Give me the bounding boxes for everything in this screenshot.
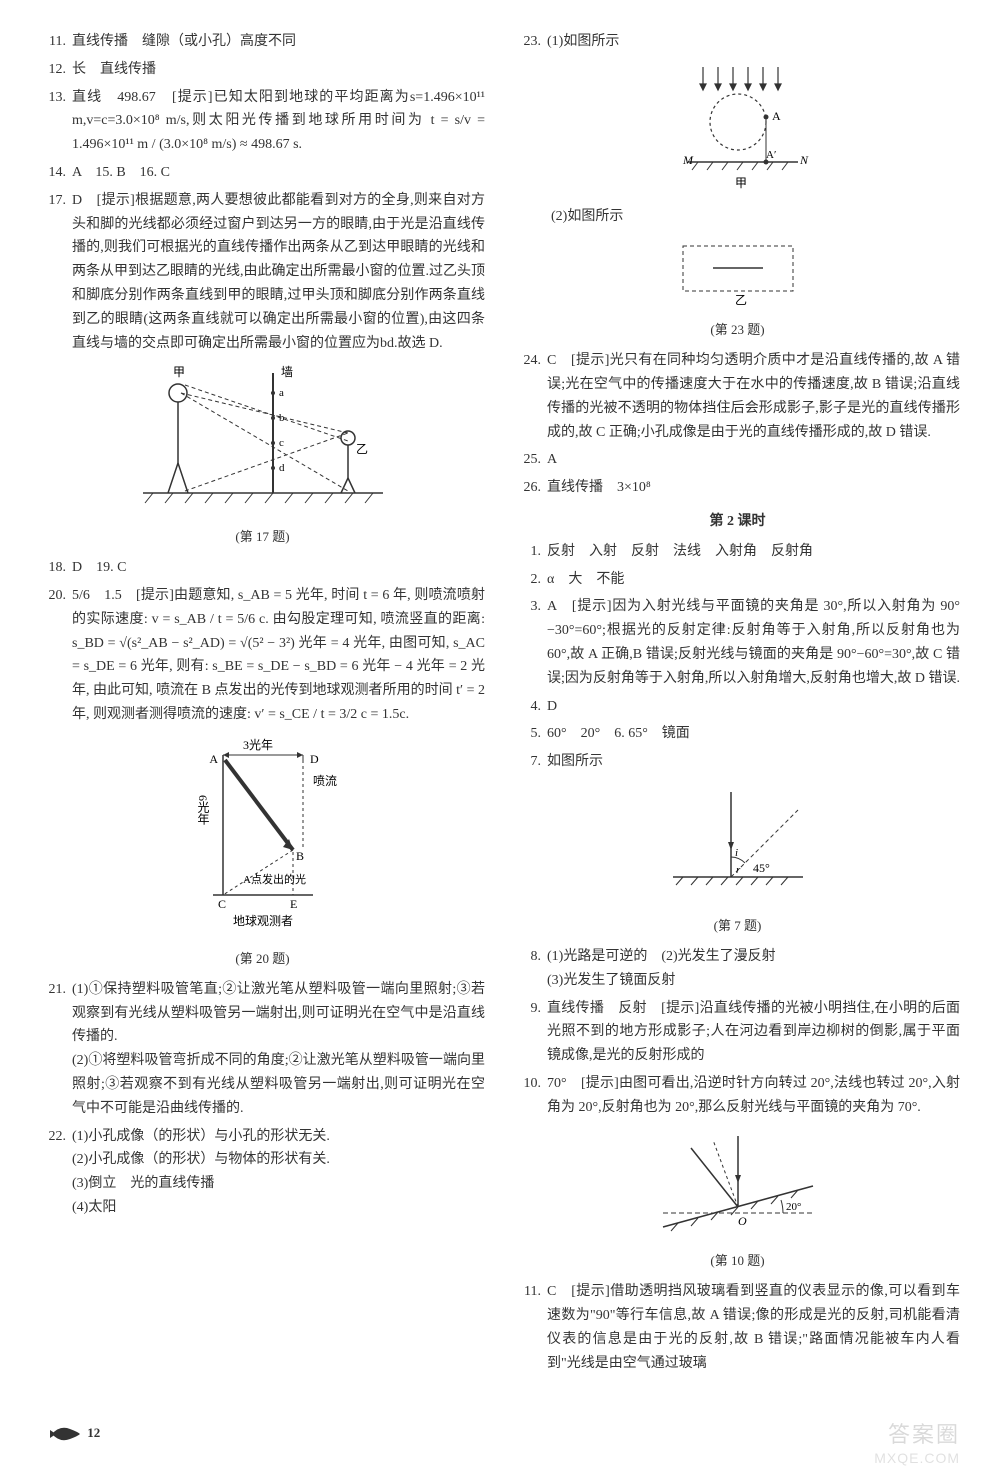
q-text: D 19. C (72, 556, 485, 580)
page-footer: 12 (48, 1422, 100, 1445)
q-text: 长 直线传播 (72, 58, 485, 82)
watermark-url: MXQE.COM (874, 1447, 960, 1471)
q-num: 14. (40, 161, 72, 185)
section-title: 第 2 课时 (515, 510, 960, 534)
figure-10: 20° O (515, 1128, 960, 1247)
q-text: (1)如图所示 (547, 30, 960, 54)
fig7-i: i (735, 847, 738, 859)
q-part: (1)光路是可逆的 (2)光发生了漫反射 (547, 949, 776, 964)
fig23-M: M (682, 153, 694, 167)
q-text: 直线传播 3×10⁸ (547, 476, 960, 500)
q-text: 直线传播 反射 [提示]沿直线传播的光被小明挡住,在小明的后面光照不到的地方形成… (547, 997, 960, 1068)
fig20-observer: 地球观测者 (232, 914, 292, 928)
q-part: (1)①保持塑料吸管笔直;②让激光笔从塑料吸管一端向里照射;③若观察到有光线从塑… (72, 982, 485, 1045)
fig17-label-yi: 乙 (356, 442, 368, 456)
q-sub: (2)如图所示 (515, 205, 960, 229)
fig20-top-label: 3光年 (242, 738, 272, 752)
q-num: 8. (515, 945, 547, 993)
fig23-yi: 乙 (735, 293, 747, 306)
figure-17: a b c d 甲 乙 墙 (40, 363, 485, 522)
q-num: 3. (515, 595, 547, 690)
fig23-N: N (799, 153, 809, 167)
q-num: 12. (40, 58, 72, 82)
fig10-ang: 20° (786, 1201, 801, 1213)
fig17-label-qiang: 墙 (281, 365, 293, 379)
q-num: 1. (515, 540, 547, 564)
figure-23-1: A A′ M N 甲 (515, 62, 960, 201)
q-part: (3)光发生了镜面反射 (547, 973, 675, 988)
figure-17-caption: (第 17 题) (40, 526, 485, 548)
fig10-O: O (738, 1214, 747, 1228)
q-part: (3)倒立 光的直线传播 (72, 1176, 214, 1191)
q-num: 10. (515, 1072, 547, 1120)
fig20-E: E (290, 897, 297, 911)
q-num: 18. (40, 556, 72, 580)
q-num: 17. (40, 189, 72, 356)
q-text: C [提示]光只有在同种均匀透明介质中才是沿直线传播的,故 A 错误;光在空气中… (547, 349, 960, 444)
q-num: 21. (40, 978, 72, 1121)
fig7-r: r (736, 864, 741, 876)
q-text: 60° 20° 6. 65° 镜面 (547, 722, 960, 746)
q-text: 5/6 1.5 [提示]由题意知, s_AB = 5 光年, 时间 t = 6 … (72, 584, 485, 727)
figure-23-2: 乙 (515, 236, 960, 315)
q-text: D [提示]根据题意,两人要想彼此都能看到对方的全身,则来自对方头和脚的光线都必… (72, 189, 485, 356)
q-num: 11. (515, 1280, 547, 1375)
q-text: A 15. B 16. C (72, 161, 485, 185)
q-num: 23. (515, 30, 547, 54)
q-num: 24. (515, 349, 547, 444)
q-num: 13. (40, 86, 72, 157)
fig20-B: B (296, 849, 304, 863)
fig23-jia: 甲 (735, 176, 747, 190)
fig23-Ap: A′ (766, 149, 776, 161)
fig20-alight: A点发出的光 (243, 872, 306, 886)
q-text: A [提示]因为入射光线与平面镜的夹角是 30°,所以入射角为 90°−30°=… (547, 595, 960, 690)
fig20-pen: 喷流 (313, 774, 337, 788)
figure-10-caption: (第 10 题) (515, 1250, 960, 1272)
q-part: (4)太阳 (72, 1200, 116, 1215)
fig17-label-a: a (279, 387, 284, 399)
q-text: C [提示]借助透明挡风玻璃看到竖直的仪表显示的像,可以看到车速数为"90"等行… (547, 1280, 960, 1375)
q-num: 22. (40, 1125, 72, 1220)
q-text: (1)小孔成像（的形状）与小孔的形状无关. (2)小孔成像（的形状）与物体的形状… (72, 1125, 485, 1220)
fig20-D: D (310, 752, 319, 766)
q-num: 11. (40, 30, 72, 54)
figure-7: i r 45° (515, 782, 960, 911)
fig17-label-d: d (279, 462, 285, 474)
q-num: 5. (515, 722, 547, 746)
fig20-C: C (218, 897, 226, 911)
q-num: 2. (515, 568, 547, 592)
fig23-A: A (772, 109, 781, 123)
q-num: 7. (515, 750, 547, 774)
fig17-label-c: c (279, 437, 284, 449)
figure-20-caption: (第 20 题) (40, 948, 485, 970)
q-text: 如图所示 (547, 750, 960, 774)
q-text: 直线 498.67 [提示]已知太阳到地球的平均距离为s=1.496×10¹¹ … (72, 86, 485, 157)
fig17-label-jia: 甲 (173, 365, 185, 379)
figure-23-caption: (第 23 题) (515, 319, 960, 341)
q-text: α 大 不能 (547, 568, 960, 592)
q-num: 9. (515, 997, 547, 1068)
page-number: 12 (87, 1425, 100, 1440)
q-num: 4. (515, 695, 547, 719)
q-num: 25. (515, 448, 547, 472)
q-text: 70° [提示]由图可看出,沿逆时针方向转过 20°,法线也转过 20°,入射角… (547, 1072, 960, 1120)
fig20-left-label: 6光年 (196, 795, 210, 825)
q-num: 20. (40, 584, 72, 727)
q-text: 直线传播 缝隙（或小孔）高度不同 (72, 30, 485, 54)
q-text: D (547, 695, 960, 719)
q-num: 26. (515, 476, 547, 500)
figure-20: 3光年 A D 6光年 喷流 B (40, 735, 485, 944)
q-part: (2)①将塑料吸管弯折成不同的角度;②让激光笔从塑料吸管一端向里照射;③若观察不… (72, 1053, 485, 1116)
figure-7-caption: (第 7 题) (515, 915, 960, 937)
q-text: 反射 入射 反射 法线 入射角 反射角 (547, 540, 960, 564)
q-part: (1)小孔成像（的形状）与小孔的形状无关. (72, 1129, 330, 1144)
q-text: (1)光路是可逆的 (2)光发生了漫反射 (3)光发生了镜面反射 (547, 945, 960, 993)
fig20-A: A (209, 752, 218, 766)
q-text: (1)①保持塑料吸管笔直;②让激光笔从塑料吸管一端向里照射;③若观察到有光线从塑… (72, 978, 485, 1121)
q-text: A (547, 448, 960, 472)
fig7-ang: 45° (753, 861, 770, 875)
q-part: (2)小孔成像（的形状）与物体的形状有关. (72, 1152, 330, 1167)
